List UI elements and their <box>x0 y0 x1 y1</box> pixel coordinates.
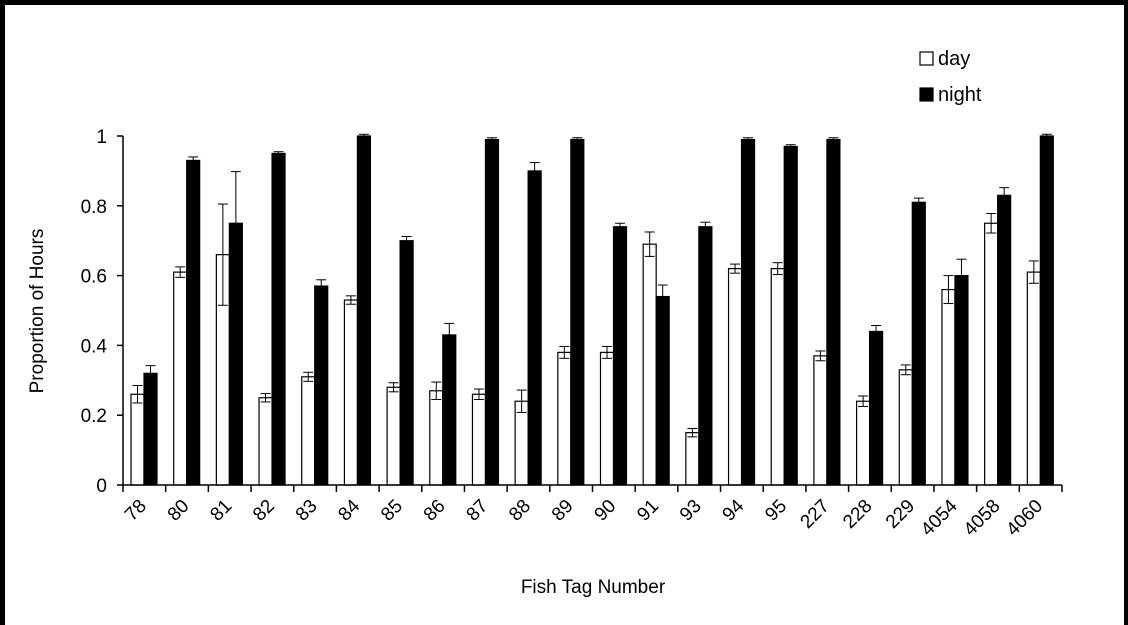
bar-day-86 <box>429 390 444 486</box>
bar-night-84 <box>356 135 372 486</box>
x-tick-label: 86 <box>420 496 450 526</box>
x-tick-label: 95 <box>761 496 791 526</box>
bar-day-84 <box>343 299 359 486</box>
x-tick-label: 82 <box>249 496 279 526</box>
bar-night-85 <box>399 240 414 486</box>
bar-day-95 <box>770 268 785 486</box>
bar-day-227 <box>813 355 828 486</box>
bar-day-4058 <box>984 222 999 486</box>
bar-night-4060 <box>1039 135 1054 486</box>
bar-night-90 <box>612 226 628 486</box>
x-tick-label: 91 <box>633 496 663 526</box>
x-tick-label: 229 <box>882 496 919 533</box>
bar-night-80 <box>186 159 201 486</box>
x-tick-label: 4060 <box>1002 496 1047 541</box>
bar-night-81 <box>228 222 243 486</box>
bar-night-88 <box>527 170 542 486</box>
legend-label-day: day <box>938 48 970 70</box>
bar-night-229 <box>911 201 926 486</box>
y-tick-label: 0.8 <box>81 197 107 218</box>
bar-night-91 <box>655 295 670 486</box>
y-tick-label: 0.2 <box>81 406 107 427</box>
x-tick-label: 4058 <box>960 496 1005 541</box>
bar-day-90 <box>599 351 615 486</box>
legend-label-night: night <box>938 84 982 106</box>
bar-day-94 <box>727 268 743 486</box>
bar-night-86 <box>442 334 457 486</box>
bars-group <box>130 135 1054 486</box>
bar-day-91 <box>642 243 657 486</box>
legend-swatch-night <box>919 87 934 102</box>
x-tick-label: 4054 <box>917 495 962 540</box>
x-tick-label: 88 <box>505 496 535 526</box>
error-bars-group <box>132 133 1052 438</box>
bar-day-229 <box>898 369 913 486</box>
x-tick-label: 94 <box>719 495 749 525</box>
bar-night-83 <box>314 285 329 486</box>
x-tick-label: 90 <box>591 496 621 526</box>
bar-night-87 <box>484 138 500 486</box>
y-tick-label: 0.4 <box>81 336 108 357</box>
bar-day-87 <box>471 393 487 486</box>
bar-day-78 <box>130 393 145 486</box>
y-tick-label: 0.6 <box>81 267 107 288</box>
bar-day-80 <box>173 271 188 486</box>
bar-night-4058 <box>997 194 1012 486</box>
y-axis-title: Proportion of Hours <box>27 229 48 394</box>
bar-night-4054 <box>954 275 969 486</box>
x-ticks-group: 78 80 81 82 83 84 85 86 87 88 89 90 91 93 94 95 227 228 22… <box>121 485 1063 541</box>
x-tick-label: 78 <box>121 496 151 526</box>
bar-day-4054 <box>941 288 956 486</box>
x-tick-label: 83 <box>292 496 322 526</box>
bar-day-88 <box>514 400 529 486</box>
bar-night-228 <box>868 330 884 486</box>
x-tick-label: 93 <box>676 496 706 526</box>
y-tick-label: 0 <box>96 476 107 497</box>
x-tick-label: 80 <box>164 496 194 526</box>
bar-day-4060 <box>1026 271 1041 486</box>
bar-night-94 <box>740 138 756 486</box>
x-tick-label: 227 <box>797 496 834 533</box>
x-tick-label: 87 <box>463 496 493 526</box>
bar-day-85 <box>386 386 401 486</box>
y-tick-label: 1 <box>96 127 107 148</box>
x-tick-label: 85 <box>377 496 407 526</box>
bar-night-227 <box>826 138 841 486</box>
bar-night-93 <box>698 226 713 486</box>
bar-night-78 <box>143 372 158 486</box>
x-tick-label: 228 <box>839 496 876 533</box>
x-tick-label: 84 <box>334 495 364 525</box>
legend: day night <box>919 48 982 106</box>
x-tick-label: 81 <box>206 496 236 526</box>
y-ticks-group: 0 0.2 0.4 0.6 0.8 1 <box>81 127 123 497</box>
bar-day-89 <box>557 351 572 486</box>
bar-night-82 <box>271 152 286 486</box>
bar-day-83 <box>301 376 316 486</box>
legend-swatch-day <box>919 51 934 66</box>
bar-night-95 <box>783 145 798 486</box>
bar-day-228 <box>855 400 871 486</box>
bar-day-93 <box>685 432 700 486</box>
bar-day-82 <box>258 397 273 486</box>
x-tick-label: 89 <box>548 496 578 526</box>
x-axis-title: Fish Tag Number <box>521 577 666 598</box>
bar-night-89 <box>570 138 585 486</box>
